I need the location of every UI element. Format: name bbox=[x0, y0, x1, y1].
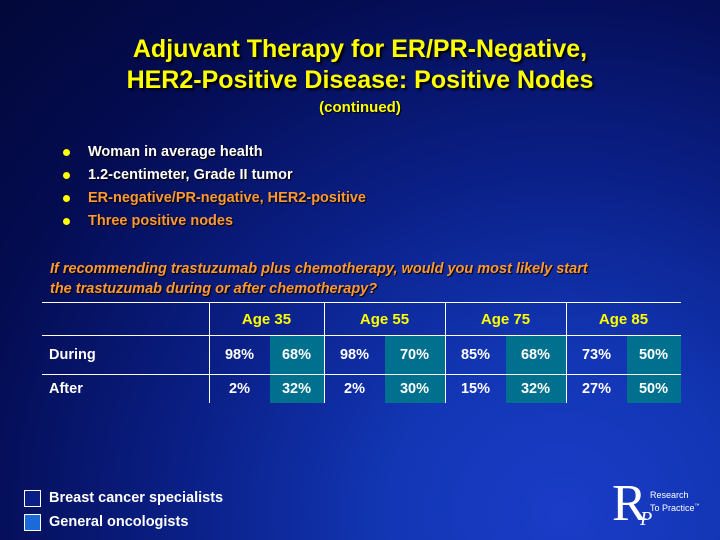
specialist-value-cell: 73% bbox=[565, 335, 627, 375]
research-to-practice-logo: R P Research To Practice™ bbox=[612, 475, 712, 532]
bullet-dot-icon bbox=[63, 149, 70, 156]
table-corner-cell bbox=[42, 302, 209, 336]
table-row: After 2% 32% 2% 30% 15% 32% 27% 50% bbox=[42, 374, 681, 403]
specialist-value-cell: 98% bbox=[323, 335, 385, 375]
slide-title-line-1: Adjuvant Therapy for ER/PR-Negative, bbox=[132, 35, 588, 63]
bullet-item: Three positive nodes bbox=[60, 212, 366, 235]
bullet-text: Three positive nodes bbox=[88, 213, 234, 229]
survey-question: If recommending trastuzumab plus chemoth… bbox=[50, 259, 690, 299]
logo-wordmark-text: To Practice bbox=[650, 503, 695, 513]
bullet-item: Woman in average health bbox=[60, 143, 366, 166]
legend-label: General oncologists bbox=[49, 514, 189, 530]
bullet-item: 1.2-centimeter, Grade II tumor bbox=[60, 166, 366, 189]
logo-letter-p: P bbox=[640, 508, 653, 530]
legend-item: General oncologists bbox=[24, 510, 223, 534]
oncologist-value-cell: 32% bbox=[269, 374, 324, 403]
legend-item: Breast cancer specialists bbox=[24, 486, 223, 510]
specialist-value-cell: 2% bbox=[323, 374, 385, 403]
bullet-dot-icon bbox=[63, 172, 70, 179]
bullet-dot-icon bbox=[63, 218, 70, 225]
oncologist-value-cell: 68% bbox=[269, 335, 324, 375]
oncologist-value-cell: 70% bbox=[384, 335, 445, 375]
age-group-header: Age 35 bbox=[208, 302, 324, 336]
legend: Breast cancer specialists General oncolo… bbox=[24, 486, 223, 534]
results-table: Age 35 Age 55 Age 75 Age 85 During 98% 6… bbox=[42, 302, 681, 403]
specialist-value-cell: 98% bbox=[208, 335, 270, 375]
specialist-value-cell: 85% bbox=[444, 335, 506, 375]
trademark-mark: ™ bbox=[694, 503, 700, 509]
survey-question-line-1: If recommending trastuzumab plus chemoth… bbox=[50, 261, 588, 277]
specialist-value-cell: 15% bbox=[444, 374, 506, 403]
bullet-text: ER-negative/PR-negative, HER2-positive bbox=[88, 190, 366, 206]
oncologist-value-cell: 50% bbox=[626, 335, 681, 375]
oncologist-value-cell: 30% bbox=[384, 374, 445, 403]
legend-label: Breast cancer specialists bbox=[49, 490, 224, 506]
logo-wordmark-line-1: Research bbox=[650, 490, 689, 500]
bullet-text: Woman in average health bbox=[88, 144, 263, 160]
row-label: After bbox=[49, 381, 83, 397]
table-row: During 98% 68% 98% 70% 85% 68% 73% 50% bbox=[42, 335, 681, 375]
legend-swatch bbox=[24, 489, 41, 507]
specialist-value-cell: 2% bbox=[208, 374, 270, 403]
survey-question-line-2: the trastuzumab during or after chemothe… bbox=[50, 281, 378, 297]
legend-swatch bbox=[24, 513, 41, 531]
bullet-item: ER-negative/PR-negative, HER2-positive bbox=[60, 189, 366, 212]
age-group-header: Age 85 bbox=[565, 302, 681, 336]
age-group-header: Age 55 bbox=[323, 302, 445, 336]
slide-subtitle: (continued) bbox=[319, 99, 401, 116]
row-label: During bbox=[42, 335, 209, 375]
specialist-value-cell: 27% bbox=[565, 374, 627, 403]
oncologist-value-cell: 68% bbox=[505, 335, 566, 375]
bullet-dot-icon bbox=[63, 195, 70, 202]
age-group-header: Age 75 bbox=[444, 302, 566, 336]
logo-letter-r: R bbox=[612, 475, 647, 532]
slide-title-line-2: HER2-Positive Disease: Positive Nodes bbox=[126, 66, 594, 94]
case-bullet-list: Woman in average health 1.2-centimeter, … bbox=[60, 143, 366, 235]
logo-wordmark: Research To Practice™ bbox=[650, 490, 700, 514]
table-header-row: Age 35 Age 55 Age 75 Age 85 bbox=[42, 302, 681, 336]
oncologist-value-cell: 50% bbox=[626, 374, 681, 403]
oncologist-value-cell: 32% bbox=[505, 374, 566, 403]
bullet-text: 1.2-centimeter, Grade II tumor bbox=[88, 167, 293, 183]
logo-wordmark-line-2: To Practice™ bbox=[650, 501, 700, 514]
slide-title: Adjuvant Therapy for ER/PR-Negative, HER… bbox=[0, 34, 720, 96]
